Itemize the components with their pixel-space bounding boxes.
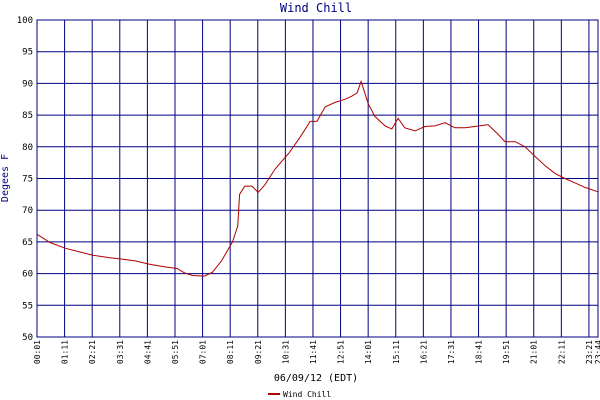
chart-title: Wind Chill	[280, 1, 352, 15]
x-tick-label: 04:41	[143, 340, 152, 364]
x-tick-label: 12:51	[337, 340, 346, 364]
y-axis-label: Degees F	[0, 154, 11, 202]
x-tick-label: 19:51	[502, 340, 511, 364]
x-tick-label: 02:21	[88, 340, 97, 364]
y-tick-label: 85	[22, 111, 33, 121]
x-tick-label: 22:11	[557, 340, 566, 364]
y-tick-label: 50	[22, 333, 33, 343]
y-tick-label: 60	[22, 270, 33, 280]
x-tick-label: 21:01	[530, 340, 539, 364]
x-tick-label: 23:21	[585, 340, 594, 364]
data-line	[36, 79, 599, 277]
y-tick-label: 55	[22, 301, 33, 311]
y-tick-label: 90	[22, 79, 33, 89]
y-tick-label: 95	[22, 48, 33, 58]
y-tick-label: 65	[22, 238, 33, 248]
x-tick-label: 17:31	[447, 340, 456, 364]
y-tick-label: 100	[17, 16, 33, 26]
legend-label: Wind Chill	[283, 390, 331, 399]
x-tick-label: 01:11	[61, 340, 70, 364]
x-tick-label: 23:44	[594, 340, 600, 364]
x-axis-label: 06/09/12 (EDT)	[274, 373, 358, 384]
x-tick-label: 10:31	[281, 340, 290, 364]
x-tick-label: 16:21	[419, 340, 428, 364]
x-tick-label: 09:21	[254, 340, 263, 364]
y-tick-label: 80	[22, 143, 33, 153]
x-tick-label: 03:31	[116, 340, 125, 364]
y-tick-label: 75	[22, 175, 33, 185]
x-tick-label: 18:41	[475, 340, 484, 364]
y-tick-label: 70	[22, 206, 33, 216]
x-tick-label: 05:51	[171, 340, 180, 364]
x-tick-label: 08:11	[226, 340, 235, 364]
x-tick-label: 00:01	[33, 340, 42, 364]
x-tick-label: 14:01	[364, 340, 373, 364]
x-tick-label: 11:41	[309, 340, 318, 364]
x-tick-label: 15:11	[392, 340, 401, 364]
x-tick-label: 07:01	[199, 340, 208, 364]
